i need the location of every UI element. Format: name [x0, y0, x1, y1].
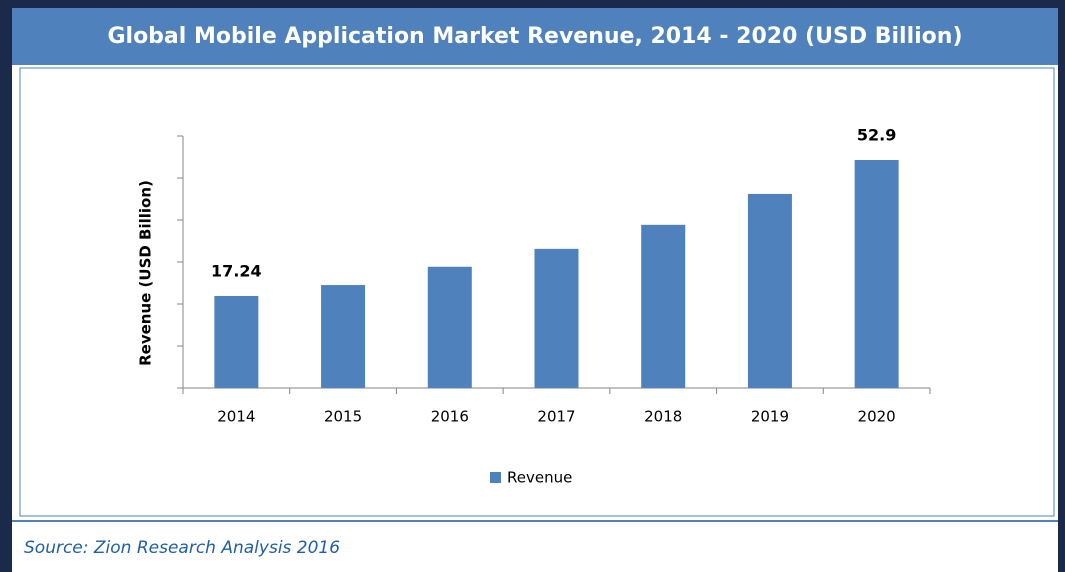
x-tick-label: 2017: [537, 408, 575, 426]
bar: [534, 248, 579, 388]
x-tick-label: 2014: [217, 408, 255, 426]
x-tick-label: 2015: [324, 408, 362, 426]
bar: [427, 266, 472, 388]
legend-label: Revenue: [507, 469, 572, 487]
bar: [747, 193, 792, 388]
data-label: 52.9: [857, 126, 896, 145]
y-axis-label: Revenue (USD Billion): [137, 180, 155, 366]
legend-swatch: [490, 472, 501, 483]
x-tick-label: 2018: [644, 408, 682, 426]
chart-title: Global Mobile Application Market Revenue…: [107, 24, 962, 49]
chart-border: [19, 67, 1055, 517]
bar: [641, 224, 686, 388]
x-tick-label: 2016: [431, 408, 469, 426]
x-tick-label: 2020: [858, 408, 896, 426]
x-tick-label: 2019: [751, 408, 789, 426]
bar: [214, 295, 259, 388]
bar: [854, 160, 899, 388]
source: Source: Zion Research Analysis 2016: [24, 538, 340, 558]
bar: [321, 285, 366, 388]
data-label: 17.24: [211, 261, 262, 280]
title-bar: [12, 8, 1058, 65]
